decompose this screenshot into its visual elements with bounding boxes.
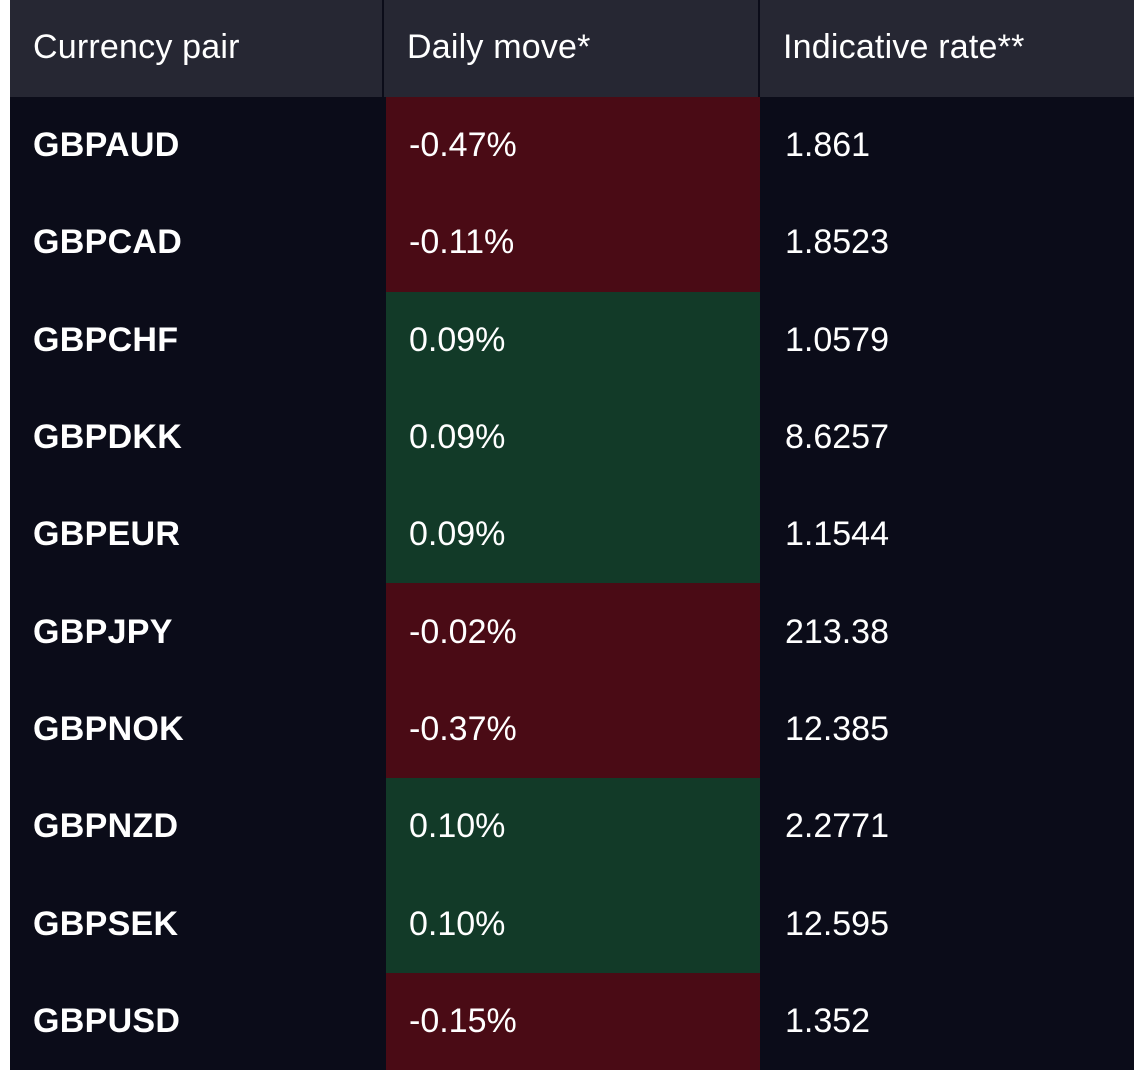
- currency-pair-cell: GBPDKK: [33, 418, 183, 457]
- daily-move-cell: -0.02%: [386, 583, 760, 681]
- header-daily-move: Daily move*: [384, 0, 760, 97]
- daily-move-cell: -0.15%: [386, 972, 760, 1070]
- indicative-rate-cell: 1.0579: [785, 320, 889, 359]
- table-row: GBPCHF 0.09% 1.0579: [10, 291, 1134, 389]
- currency-pair-cell: GBPUSD: [33, 1001, 181, 1040]
- table-body: GBPAUD -0.47% 1.861 GBPCAD -0.11% 1.8523 GBPCH…: [10, 97, 1134, 1070]
- currency-pair-cell: GBPCHF: [33, 320, 179, 359]
- daily-move-cell: 0.09%: [386, 388, 760, 487]
- currency-table: Currency pair Daily move* Indicative rat…: [10, 0, 1134, 1070]
- indicative-rate-cell: 1.1544: [785, 515, 889, 554]
- indicative-rate-cell: 12.385: [785, 709, 889, 748]
- daily-move-cell: -0.47%: [386, 97, 760, 195]
- daily-move-cell: 0.10%: [386, 778, 760, 876]
- currency-pair-cell: GBPSEK: [33, 904, 179, 943]
- indicative-rate-cell: 1.352: [785, 1001, 871, 1040]
- table-row: GBPJPY -0.02% 213.38: [10, 583, 1134, 681]
- indicative-rate-cell: 1.8523: [785, 223, 889, 262]
- indicative-rate-cell: 12.595: [785, 904, 889, 943]
- daily-move-cell: 0.09%: [386, 291, 760, 389]
- header-indicative-rate: Indicative rate**: [783, 28, 1025, 66]
- table-row: GBPEUR 0.09% 1.1544: [10, 486, 1134, 584]
- table-header: Currency pair Daily move* Indicative rat…: [10, 0, 1134, 97]
- table-row: GBPUSD -0.15% 1.352: [10, 972, 1134, 1070]
- indicative-rate-cell: 213.38: [785, 612, 889, 651]
- daily-move-cell: 0.09%: [386, 486, 760, 584]
- daily-move-cell: -0.11%: [386, 194, 760, 292]
- table-row: GBPNOK -0.37% 12.385: [10, 680, 1134, 779]
- daily-move-cell: 0.10%: [386, 875, 760, 973]
- currency-pair-cell: GBPCAD: [33, 223, 183, 262]
- currency-pair-cell: GBPEUR: [33, 515, 181, 554]
- currency-pair-cell: GBPAUD: [33, 126, 180, 165]
- daily-move-cell: -0.37%: [386, 680, 760, 779]
- table-row: GBPSEK 0.10% 12.595: [10, 875, 1134, 973]
- table-row: GBPDKK 0.09% 8.6257: [10, 388, 1134, 487]
- table-row: GBPAUD -0.47% 1.861: [10, 97, 1134, 195]
- indicative-rate-cell: 8.6257: [785, 418, 889, 457]
- currency-pair-cell: GBPNZD: [33, 807, 179, 846]
- currency-pair-cell: GBPNOK: [33, 709, 185, 748]
- header-currency-pair: Currency pair: [10, 0, 384, 97]
- currency-pair-cell: GBPJPY: [33, 612, 173, 651]
- table-row: GBPCAD -0.11% 1.8523: [10, 194, 1134, 292]
- indicative-rate-cell: 1.861: [785, 126, 871, 165]
- table-row: GBPNZD 0.10% 2.2771: [10, 778, 1134, 876]
- indicative-rate-cell: 2.2771: [785, 807, 889, 846]
